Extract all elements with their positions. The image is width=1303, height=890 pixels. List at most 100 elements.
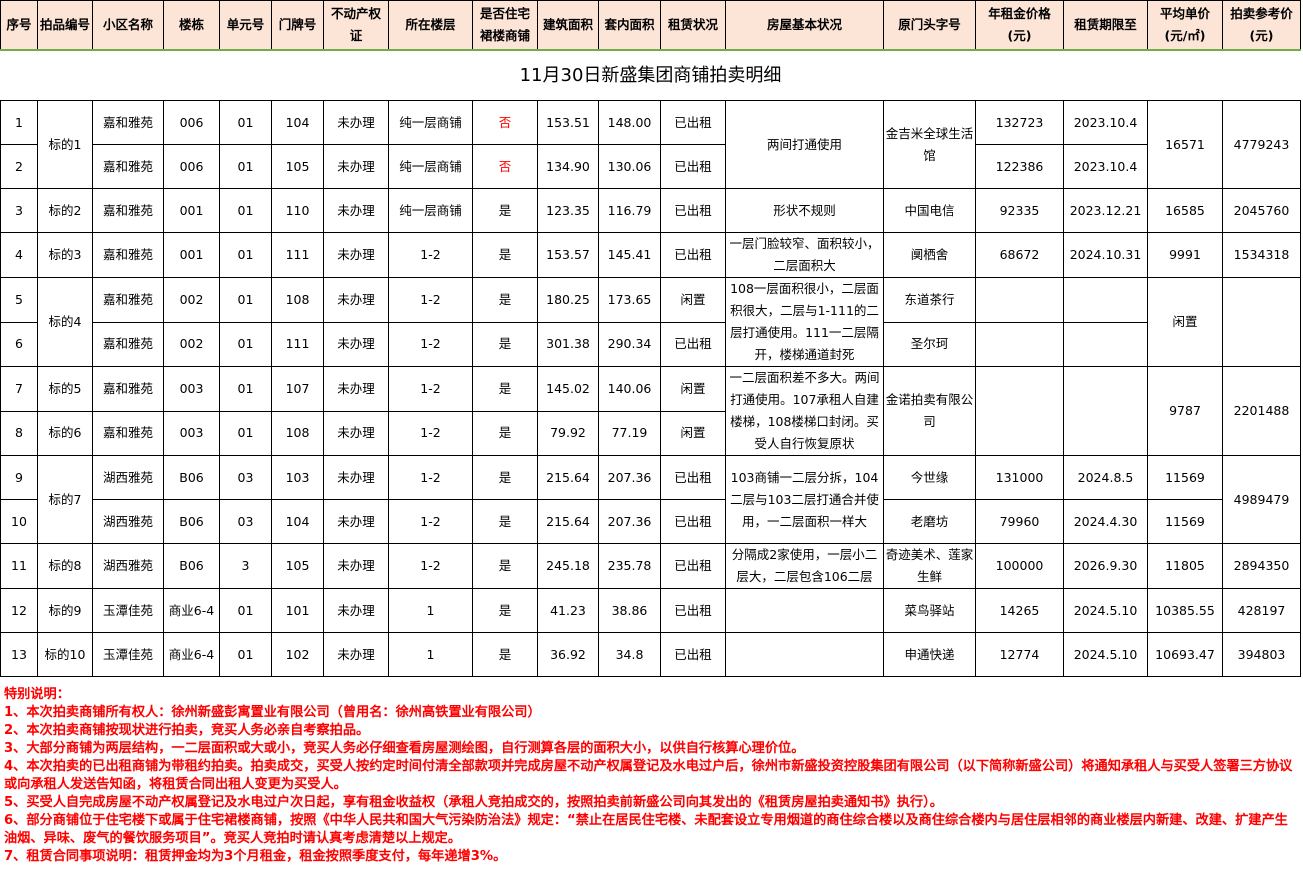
- cell-seq[interactable]: 12: [0, 588, 38, 633]
- cell-residential-podium[interactable]: 否: [472, 144, 538, 189]
- header-floor[interactable]: 所在楼层: [388, 0, 473, 51]
- cell-community[interactable]: 嘉和雅苑: [92, 321, 164, 367]
- cell-lot-number[interactable]: 标的1: [37, 100, 93, 189]
- cell-lease-status[interactable]: 已出租: [660, 543, 726, 589]
- cell-lease-end[interactable]: 2024.8.5: [1063, 455, 1148, 500]
- cell-gross-area[interactable]: 134.90: [537, 144, 599, 189]
- cell-reference-price[interactable]: 2894350: [1222, 543, 1301, 589]
- cell-lease-end[interactable]: 2023.10.4: [1063, 144, 1148, 189]
- cell-building[interactable]: 002: [163, 321, 220, 367]
- cell-building[interactable]: 001: [163, 188, 220, 233]
- header-unit[interactable]: 单元号: [219, 0, 272, 51]
- cell-house-condition[interactable]: 分隔成2家使用，一层小二层大，二层包含106二层: [725, 543, 884, 589]
- cell-floor[interactable]: 1-2: [388, 543, 473, 589]
- cell-seq[interactable]: 8: [0, 410, 38, 456]
- cell-floor[interactable]: 1-2: [388, 455, 473, 500]
- cell-property-certificate[interactable]: 未办理: [323, 366, 389, 412]
- cell-reference-price[interactable]: 428197: [1222, 588, 1301, 633]
- cell-seq[interactable]: 5: [0, 277, 38, 323]
- cell-seq[interactable]: 7: [0, 366, 38, 412]
- cell-gross-area[interactable]: 301.38: [537, 321, 599, 367]
- cell-building[interactable]: B06: [163, 455, 220, 500]
- cell-lease-end[interactable]: [1063, 366, 1148, 456]
- cell-gross-area[interactable]: 245.18: [537, 543, 599, 589]
- cell-seq[interactable]: 3: [0, 188, 38, 233]
- cell-property-certificate[interactable]: 未办理: [323, 321, 389, 367]
- cell-unit[interactable]: 01: [219, 144, 272, 189]
- cell-gross-area[interactable]: 41.23: [537, 588, 599, 633]
- cell-former-shop-name[interactable]: 东道茶行: [883, 277, 976, 323]
- header-annual-rent[interactable]: 年租金价格(元): [975, 0, 1064, 51]
- cell-inner-area[interactable]: 207.36: [598, 455, 661, 500]
- cell-inner-area[interactable]: 130.06: [598, 144, 661, 189]
- cell-floor[interactable]: 纯一层商铺: [388, 188, 473, 233]
- cell-former-shop-name[interactable]: 申通快递: [883, 632, 976, 677]
- cell-lease-end[interactable]: 2024.4.30: [1063, 499, 1148, 544]
- cell-annual-rent[interactable]: 14265: [975, 588, 1064, 633]
- cell-lease-end[interactable]: 2026.9.30: [1063, 543, 1148, 589]
- cell-community[interactable]: 嘉和雅苑: [92, 100, 164, 145]
- cell-door-number[interactable]: 104: [271, 100, 324, 145]
- cell-residential-podium[interactable]: 是: [472, 321, 538, 367]
- cell-seq[interactable]: 9: [0, 455, 38, 500]
- cell-house-condition[interactable]: 一二层面积差不多大。两间打通使用。107承租人自建楼梯，108楼梯口封闭。买受人…: [725, 366, 884, 456]
- cell-community[interactable]: 玉潭佳苑: [92, 588, 164, 633]
- cell-lease-end[interactable]: [1063, 321, 1148, 367]
- cell-inner-area[interactable]: 34.8: [598, 632, 661, 677]
- cell-community[interactable]: 嘉和雅苑: [92, 232, 164, 278]
- header-building[interactable]: 楼栋: [163, 0, 220, 51]
- cell-property-certificate[interactable]: 未办理: [323, 100, 389, 145]
- cell-reference-price[interactable]: 2045760: [1222, 188, 1301, 233]
- cell-former-shop-name[interactable]: 金吉米全球生活馆: [883, 100, 976, 189]
- cell-community[interactable]: 嘉和雅苑: [92, 410, 164, 456]
- cell-inner-area[interactable]: 207.36: [598, 499, 661, 544]
- cell-floor[interactable]: 1-2: [388, 410, 473, 456]
- header-house-condition[interactable]: 房屋基本状况: [725, 0, 884, 51]
- cell-building[interactable]: 003: [163, 410, 220, 456]
- cell-lease-end[interactable]: 2024.10.31: [1063, 232, 1148, 278]
- cell-inner-area[interactable]: 148.00: [598, 100, 661, 145]
- header-gross-area[interactable]: 建筑面积: [537, 0, 599, 51]
- cell-average-price[interactable]: 16585: [1147, 188, 1223, 233]
- cell-community[interactable]: 嘉和雅苑: [92, 366, 164, 412]
- cell-house-condition[interactable]: 一层门脸较窄、面积较小，二层面积大: [725, 232, 884, 278]
- cell-seq[interactable]: 10: [0, 499, 38, 544]
- cell-house-condition[interactable]: 108一层面积很小，二层面积很大，二层与1-111的二层打通使用。111一二层隔…: [725, 277, 884, 367]
- cell-gross-area[interactable]: 145.02: [537, 366, 599, 412]
- cell-lease-end[interactable]: 2023.12.21: [1063, 188, 1148, 233]
- cell-lease-status[interactable]: 已出租: [660, 232, 726, 278]
- cell-reference-price[interactable]: 4779243: [1222, 100, 1301, 189]
- cell-unit[interactable]: 01: [219, 277, 272, 323]
- cell-average-price[interactable]: 10693.47: [1147, 632, 1223, 677]
- cell-average-price[interactable]: 16571: [1147, 100, 1223, 189]
- cell-annual-rent[interactable]: 12774: [975, 632, 1064, 677]
- cell-residential-podium[interactable]: 是: [472, 455, 538, 500]
- cell-former-shop-name[interactable]: 圣尔珂: [883, 321, 976, 367]
- cell-unit[interactable]: 01: [219, 188, 272, 233]
- cell-annual-rent[interactable]: 68672: [975, 232, 1064, 278]
- cell-former-shop-name[interactable]: 菜鸟驿站: [883, 588, 976, 633]
- cell-lease-status[interactable]: 闲置: [660, 410, 726, 456]
- cell-property-certificate[interactable]: 未办理: [323, 277, 389, 323]
- header-average-price[interactable]: 平均单价(元/㎡): [1147, 0, 1223, 51]
- cell-residential-podium[interactable]: 是: [472, 499, 538, 544]
- cell-lease-status[interactable]: 已出租: [660, 321, 726, 367]
- cell-property-certificate[interactable]: 未办理: [323, 632, 389, 677]
- cell-lot-number[interactable]: 标的7: [37, 455, 93, 544]
- cell-property-certificate[interactable]: 未办理: [323, 455, 389, 500]
- cell-property-certificate[interactable]: 未办理: [323, 499, 389, 544]
- cell-building[interactable]: 006: [163, 100, 220, 145]
- cell-inner-area[interactable]: 116.79: [598, 188, 661, 233]
- cell-building[interactable]: 商业6-4: [163, 632, 220, 677]
- header-lease-end[interactable]: 租赁期限至: [1063, 0, 1148, 51]
- cell-average-price[interactable]: 10385.55: [1147, 588, 1223, 633]
- cell-residential-podium[interactable]: 是: [472, 232, 538, 278]
- cell-lease-status[interactable]: 闲置: [660, 366, 726, 412]
- cell-reference-price[interactable]: 4989479: [1222, 455, 1301, 544]
- cell-inner-area[interactable]: 290.34: [598, 321, 661, 367]
- cell-former-shop-name[interactable]: 奇迹美术、莲家生鲜: [883, 543, 976, 589]
- cell-community[interactable]: 湖西雅苑: [92, 499, 164, 544]
- cell-community[interactable]: 湖西雅苑: [92, 455, 164, 500]
- cell-reference-price[interactable]: 394803: [1222, 632, 1301, 677]
- cell-community[interactable]: 湖西雅苑: [92, 543, 164, 589]
